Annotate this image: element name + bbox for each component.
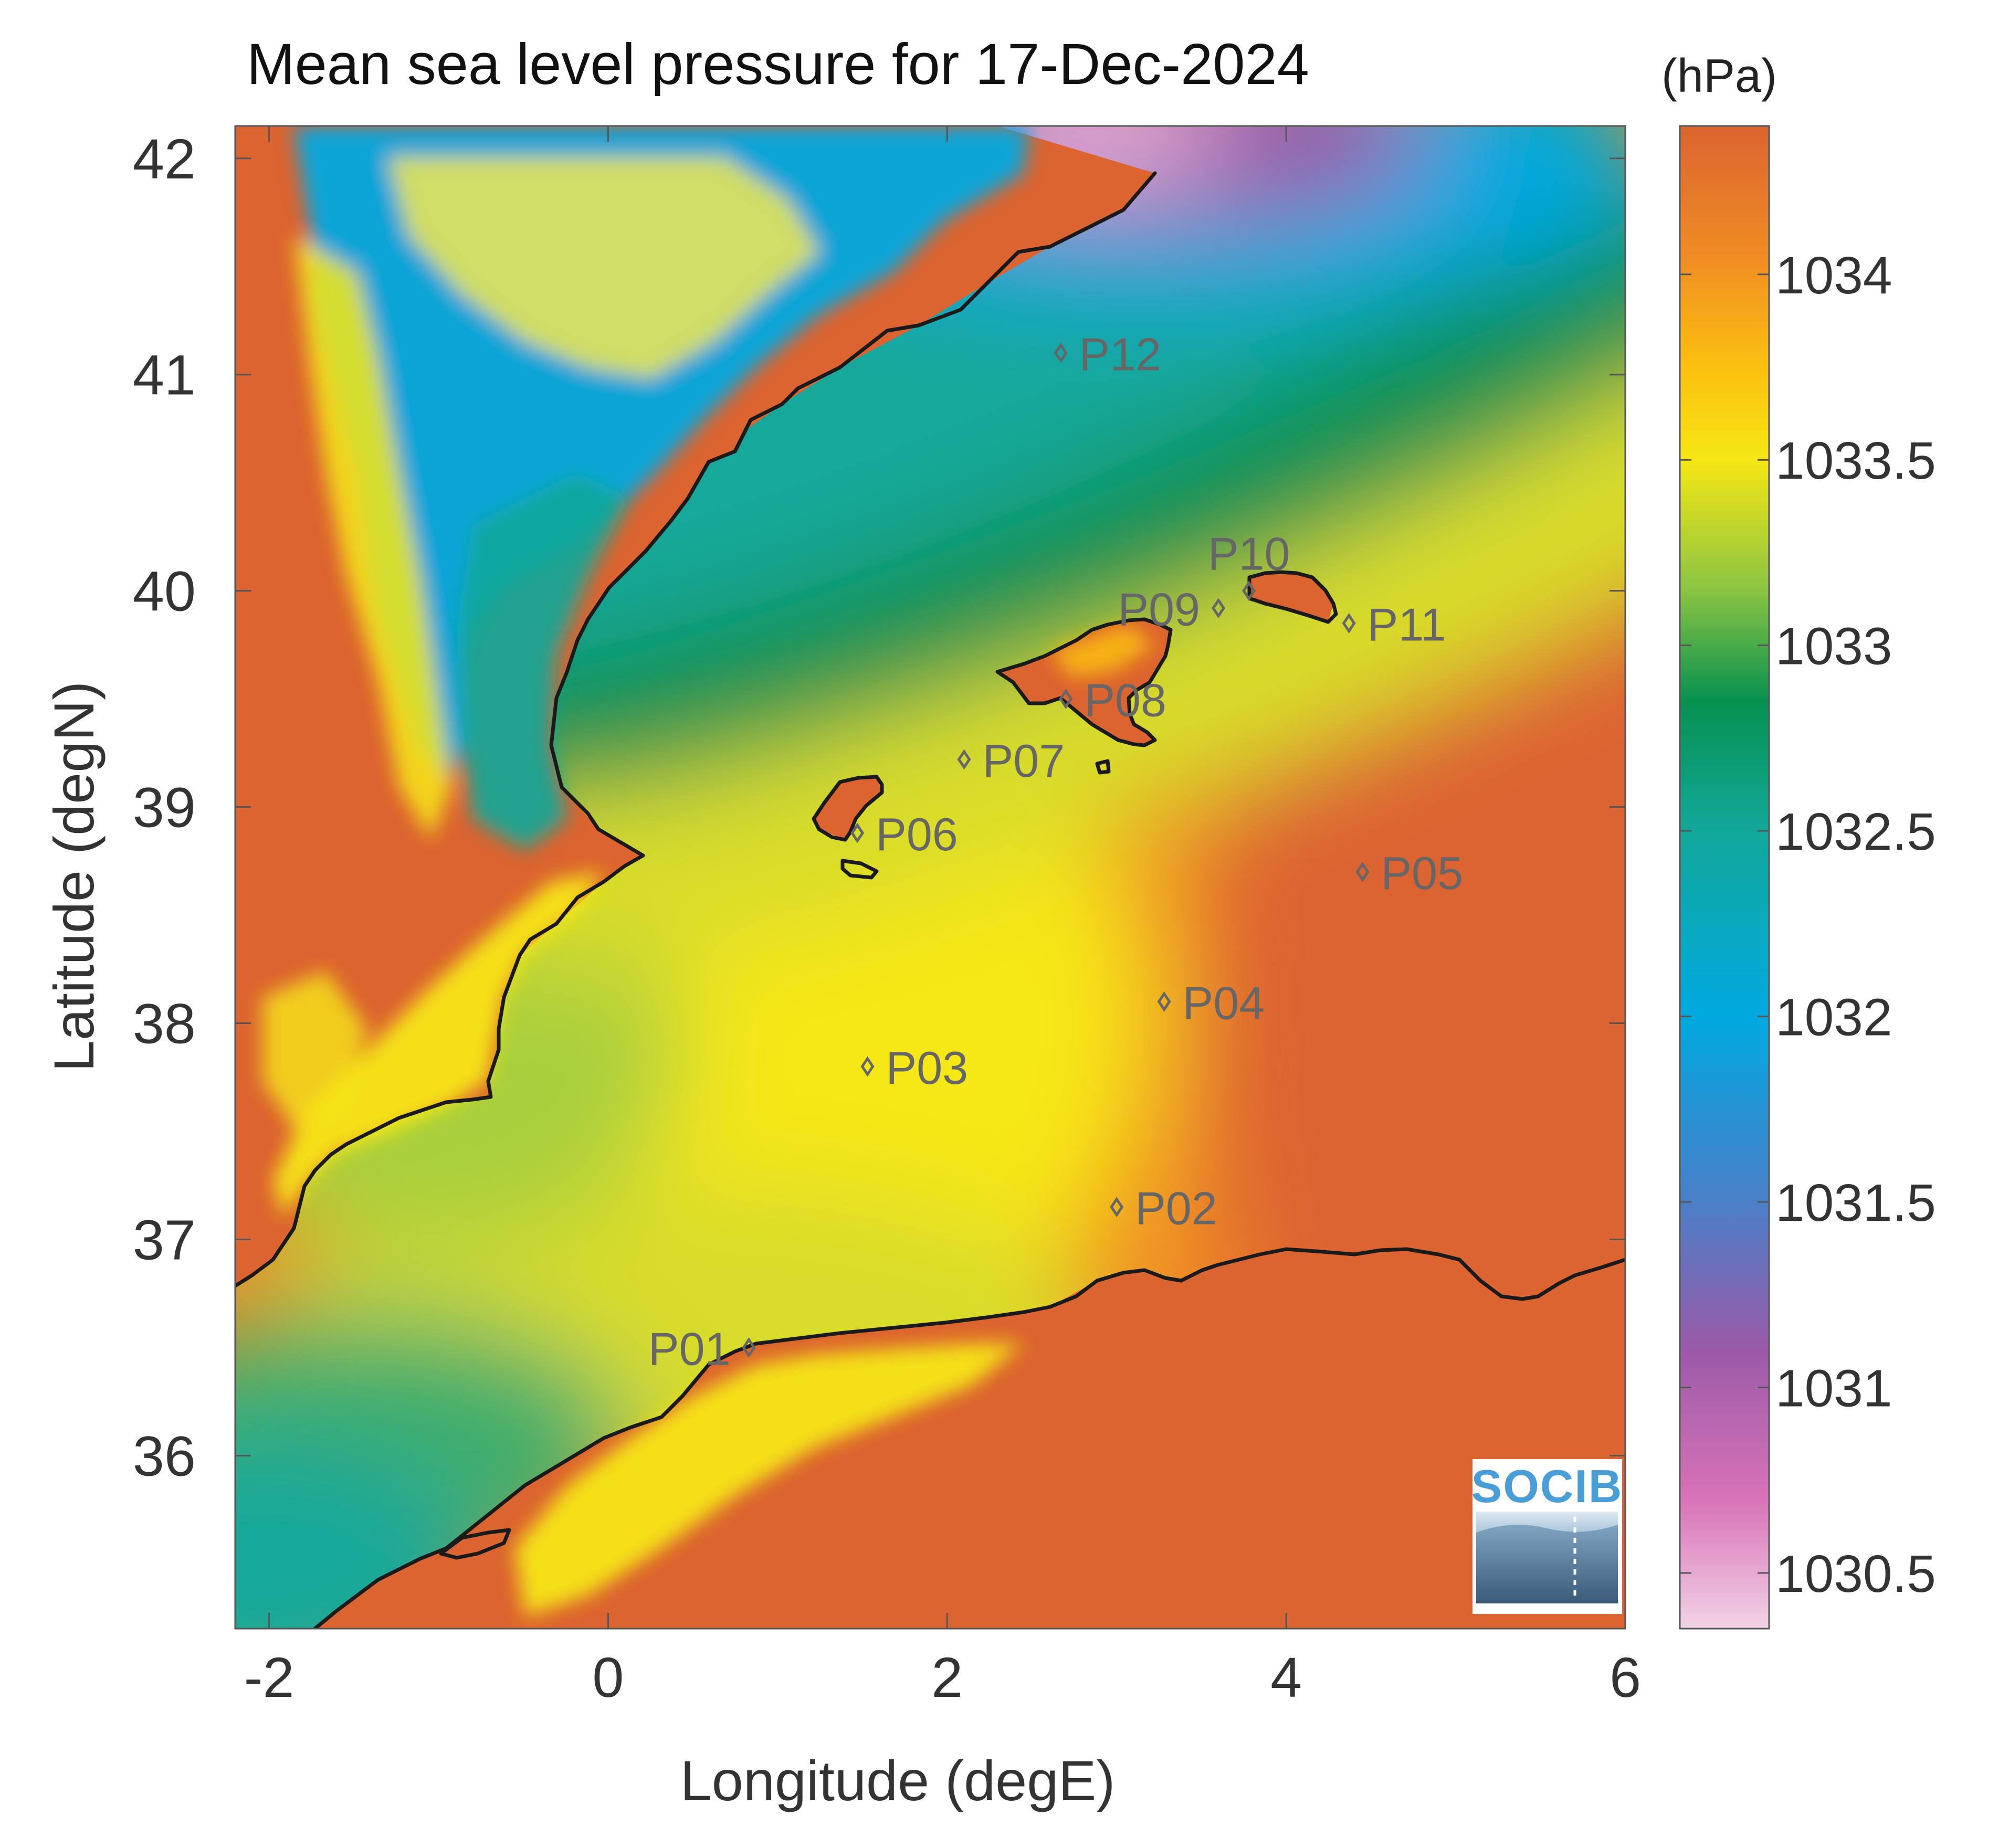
station-label-p04: P04 <box>1183 977 1265 1029</box>
x-axis-label: Longitude (degE) <box>680 1749 1116 1812</box>
logo-sea <box>1476 1525 1618 1603</box>
station-label-p06: P06 <box>876 808 958 860</box>
map-title: Mean sea level pressure for 17-Dec-2024 <box>247 32 1309 97</box>
y-tick-label: 37 <box>133 1208 196 1272</box>
alboran-island-coastline <box>439 1528 511 1560</box>
corsica-sardinia-lowland <box>262 971 367 1128</box>
station-marker-p05 <box>1355 861 1370 882</box>
menorca-land <box>1249 572 1333 622</box>
colorbar-unit: (hPa) <box>1661 50 1777 102</box>
station-marker-p03 <box>860 1056 875 1077</box>
y-tick-label: 41 <box>133 343 196 407</box>
station-marker-p02 <box>1110 1197 1124 1218</box>
x-tick-label: 6 <box>1610 1645 1641 1709</box>
x-tick-label: 4 <box>1270 1645 1302 1709</box>
ebro-valley-yellow <box>388 157 819 378</box>
colorbar-fill <box>1680 126 1769 1629</box>
station-marker-p12 <box>1054 343 1068 364</box>
y-axis: 42 41 40 39 38 37 36 <box>133 127 1625 1487</box>
colorbar-tick-label: 1033 <box>1775 617 1892 676</box>
station-marker-p06 <box>850 822 865 843</box>
valencia-coast-teal <box>457 472 630 850</box>
station-label-p05: P05 <box>1381 847 1463 899</box>
colorbar-tick-label: 1031 <box>1775 1359 1892 1418</box>
north-africa-coastline <box>313 1247 1625 1629</box>
mallorca-coastline <box>995 617 1173 747</box>
station-marker-p09 <box>1211 598 1225 619</box>
coastlines <box>235 171 1625 1629</box>
y-tick-label: 40 <box>133 559 196 623</box>
colorbar-ticks: 1034 1033.5 1033 1032.5 1032 1031.5 1031 1030.5 <box>1680 246 1936 1603</box>
land-pressure-texture <box>262 126 1155 1617</box>
murcia-coast-yellow <box>273 871 604 1218</box>
y-tick-label: 36 <box>133 1424 196 1487</box>
ibiza-land <box>814 777 882 840</box>
station-marker-p01 <box>742 1337 756 1358</box>
y-tick-label: 38 <box>133 992 196 1055</box>
station-label-p09: P09 <box>1118 584 1200 636</box>
africa-coast-yellow <box>514 1344 1024 1617</box>
y-tick-label: 39 <box>133 776 196 839</box>
station-label-p10: P10 <box>1208 528 1290 580</box>
colorbar: 1034 1033.5 1033 1032.5 1032 1031.5 1031 1030.5… <box>1661 50 1936 1630</box>
mallorca-yellow <box>1050 625 1155 677</box>
station-label-p12: P12 <box>1079 329 1162 381</box>
station-label-p11: P11 <box>1368 598 1446 650</box>
station-label-p02: P02 <box>1135 1182 1217 1234</box>
x-tick-label: 0 <box>592 1645 624 1709</box>
y-axis-label: Latitude (degN) <box>42 681 106 1072</box>
station-label-p01: P01 <box>648 1323 731 1375</box>
y-tick-label: 42 <box>133 127 196 191</box>
station-marker-p11 <box>1342 613 1356 633</box>
logo-text: SOCIB <box>1471 1460 1623 1512</box>
inland-yellow-streaks <box>294 236 451 840</box>
colorbar-tick-label: 1033.5 <box>1775 431 1936 490</box>
station-label-p07: P07 <box>983 735 1065 787</box>
iberia-coastline <box>235 171 1157 1288</box>
menorca-coastline <box>1247 570 1338 624</box>
colorbar-tick-label: 1031.5 <box>1775 1174 1936 1232</box>
x-tick-label: 2 <box>931 1645 963 1709</box>
colorbar-tick-label: 1032 <box>1775 988 1892 1047</box>
station-marker-p04 <box>1157 991 1171 1012</box>
ibiza-coastline <box>812 775 884 842</box>
cabrera-coastline <box>1095 759 1111 775</box>
colorbar-tick-label: 1032.5 <box>1775 802 1936 861</box>
station-label-p08: P08 <box>1084 674 1166 726</box>
x-axis: -2 0 2 4 6 <box>244 126 1641 1709</box>
station-label-p03: P03 <box>886 1042 969 1094</box>
station-marker-p10 <box>1242 580 1256 601</box>
plot-frame <box>234 125 1626 1630</box>
colorbar-frame <box>1679 125 1770 1630</box>
station-marker-p08 <box>1059 689 1073 710</box>
colorbar-tick-label: 1034 <box>1775 246 1892 305</box>
colorbar-tick-label: 1030.5 <box>1775 1545 1936 1603</box>
socib-logo: SOCIB <box>1471 1459 1623 1614</box>
station-marker-p07 <box>957 749 971 770</box>
formentera-coastline <box>840 859 879 880</box>
x-tick-label: -2 <box>244 1645 294 1709</box>
field-north-green-band <box>371 188 1625 820</box>
